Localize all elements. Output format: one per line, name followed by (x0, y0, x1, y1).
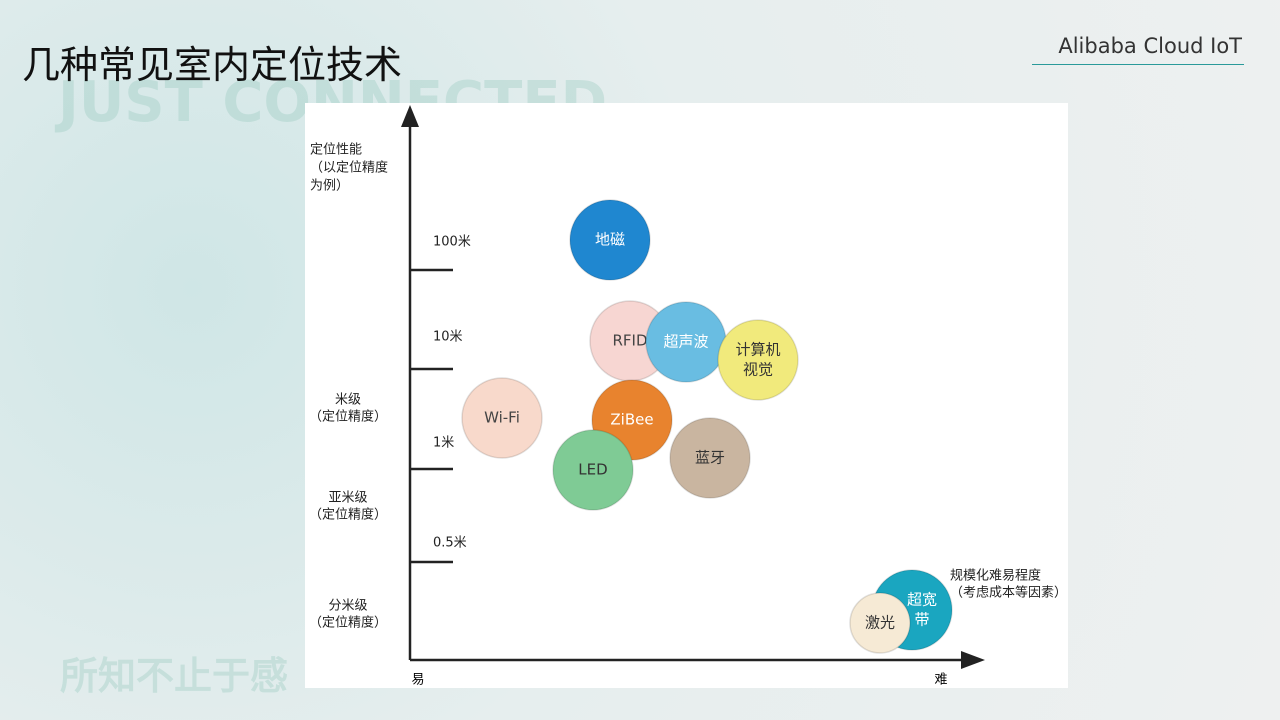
y-tick-label: 0.5米 (433, 536, 467, 551)
diagram: 定位性能（以定位精度为例）米级（定位精度）亚米级（定位精度）分米级（定位精度）1… (305, 103, 1068, 688)
y-axis-title: （以定位精度 (310, 160, 388, 176)
axes (408, 123, 965, 662)
y-level: 亚米级 (328, 491, 367, 506)
x-end-label: 难 (934, 673, 947, 688)
node-label: 超声波 (663, 333, 708, 351)
node-label: RFID (612, 332, 647, 350)
slide-title: 几种常见室内定位技术 (22, 43, 403, 87)
y-level: （定位精度） (309, 615, 387, 631)
node-label: 视觉 (743, 361, 773, 379)
y-tick-label: 10米 (433, 330, 463, 345)
y-tick-label: 100米 (433, 235, 471, 250)
y-tick-label: 1米 (433, 436, 454, 451)
node-label: LED (578, 461, 607, 479)
y-level: 米级 (335, 393, 361, 408)
node-bubble (552, 429, 634, 511)
background-text: 所知不止于感 (60, 654, 289, 698)
brand: Alibaba Cloud IoT (1058, 34, 1242, 58)
y-level: （定位精度） (309, 409, 387, 425)
node-label: 激光 (865, 614, 895, 632)
node-bubble (717, 319, 799, 401)
node-bubble (461, 377, 543, 459)
y-arrow (401, 105, 419, 127)
node-bubble (849, 592, 911, 654)
x-axis-title: 规模化难易程度 (950, 568, 1041, 584)
node-label: 蓝牙 (695, 449, 725, 467)
node-label: Wi-Fi (484, 409, 520, 427)
y-level: 分米级 (328, 599, 367, 614)
node-label: 带 (914, 611, 929, 629)
y-level: （定位精度） (309, 507, 387, 523)
node-label: 地磁 (595, 231, 625, 249)
x-arrow (961, 651, 985, 669)
x-end-label: 易 (411, 673, 424, 688)
node-label: 计算机 (735, 341, 780, 359)
y-axis-title: 定位性能 (310, 143, 362, 158)
node-bubble (669, 417, 751, 499)
node-bubble (569, 199, 651, 281)
x-axis-title: （考虑成本等因素） (950, 585, 1067, 601)
brand-underline (1032, 64, 1244, 65)
node-label: ZiBee (610, 411, 653, 429)
y-axis-title: 为例） (310, 179, 349, 194)
node-label: 超宽 (907, 591, 937, 609)
